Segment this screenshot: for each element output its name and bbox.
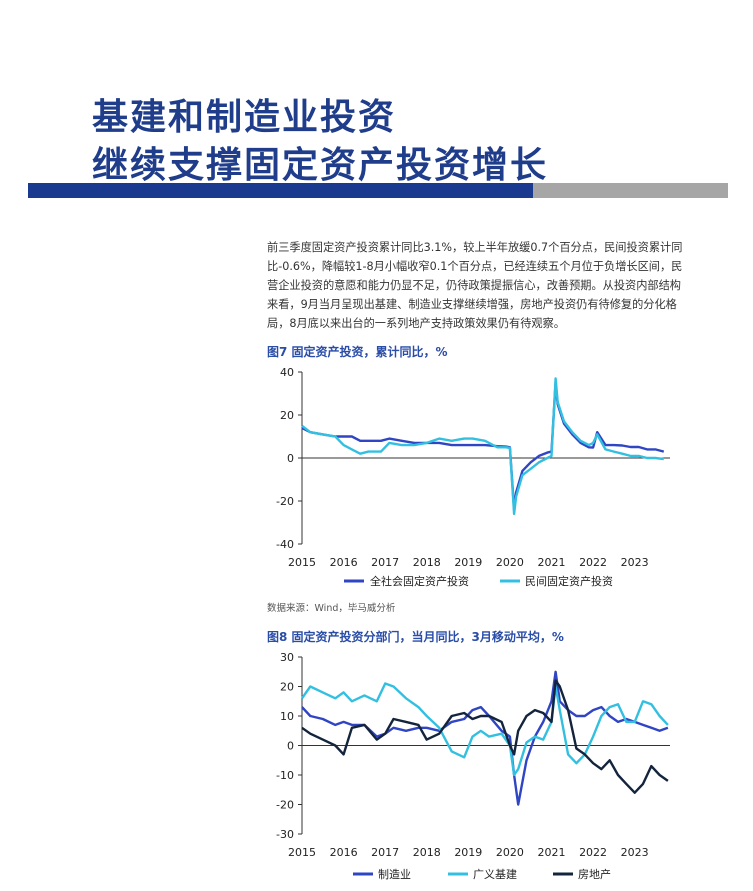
fig7-y-tick-label: 40 bbox=[280, 366, 294, 379]
data-source-note: 数据来源：Wind，毕马威分析 bbox=[267, 603, 396, 614]
page-title-line-2: 继续支撑固定资产投资增长 bbox=[92, 145, 549, 186]
fig7-y-tick-label: -20 bbox=[276, 495, 294, 508]
fig7-legend-label-0: 全社会固定资产投资 bbox=[370, 574, 469, 588]
fig8-x-tick-label: 2022 bbox=[579, 846, 607, 859]
fig8-y-tick-label: 0 bbox=[287, 740, 294, 753]
figure-7-title: 图7 固定资产投资，累计同比，% bbox=[267, 345, 448, 359]
fig7-x-tick-label: 2019 bbox=[454, 556, 482, 569]
fig7-x-tick-label: 2016 bbox=[330, 556, 358, 569]
fig8-series-line-2 bbox=[301, 679, 669, 794]
fig7-x-tick-label: 2015 bbox=[288, 556, 316, 569]
fig8-x-tick-label: 2021 bbox=[537, 846, 565, 859]
fig8-y-tick-label: -10 bbox=[276, 769, 294, 782]
fig7-legend-label-1: 民间固定资产投资 bbox=[525, 574, 613, 588]
fig7-x-tick-label: 2023 bbox=[621, 556, 649, 569]
fig7-y-tick-label: -40 bbox=[276, 538, 294, 551]
fig8-x-tick-label: 2020 bbox=[496, 846, 524, 859]
fig8-x-tick-label: 2018 bbox=[413, 846, 441, 859]
fig7-x-tick-label: 2020 bbox=[496, 556, 524, 569]
fig8-y-tick-label: 10 bbox=[280, 710, 294, 723]
fig8-y-tick-label: -30 bbox=[276, 828, 294, 841]
fig7-y-tick-label: 20 bbox=[280, 409, 294, 422]
fig8-y-tick-label: 30 bbox=[280, 651, 294, 664]
fig8-series-line-0 bbox=[301, 670, 669, 806]
fig7-series-line-1 bbox=[301, 377, 664, 516]
fig7-x-tick-label: 2017 bbox=[371, 556, 399, 569]
header-band-blue bbox=[28, 183, 533, 198]
fig8-x-tick-label: 2023 bbox=[621, 846, 649, 859]
page-title-line-1: 基建和制造业投资 bbox=[92, 97, 397, 138]
fig7-y-tick-label: 0 bbox=[287, 452, 294, 465]
header-band-gray bbox=[533, 183, 728, 198]
fig8-x-tick-label: 2017 bbox=[371, 846, 399, 859]
fig8-legend-label-2: 房地产 bbox=[578, 867, 611, 881]
fig8-x-tick-label: 2019 bbox=[454, 846, 482, 859]
fig7-x-tick-label: 2021 bbox=[537, 556, 565, 569]
figure-8-title: 图8 固定资产投资分部门，当月同比，3月移动平均，% bbox=[267, 630, 564, 644]
body-paragraph: 前三季度固定资产投资累计同比3.1%，较上半年放缓0.7个百分点，民间投资累计同… bbox=[267, 241, 683, 330]
fig7-x-tick-label: 2018 bbox=[413, 556, 441, 569]
fig8-y-tick-label: 20 bbox=[280, 681, 294, 694]
fig8-y-tick-label: -20 bbox=[276, 799, 294, 812]
fig8-x-tick-label: 2015 bbox=[288, 846, 316, 859]
fig8-legend-label-0: 制造业 bbox=[378, 867, 411, 881]
fig7-series-line-0 bbox=[301, 381, 665, 511]
fig8-series-line-1 bbox=[301, 682, 669, 777]
fig8-x-tick-label: 2016 bbox=[330, 846, 358, 859]
fig8-legend-label-1: 广义基建 bbox=[473, 867, 517, 881]
fig7-x-tick-label: 2022 bbox=[579, 556, 607, 569]
